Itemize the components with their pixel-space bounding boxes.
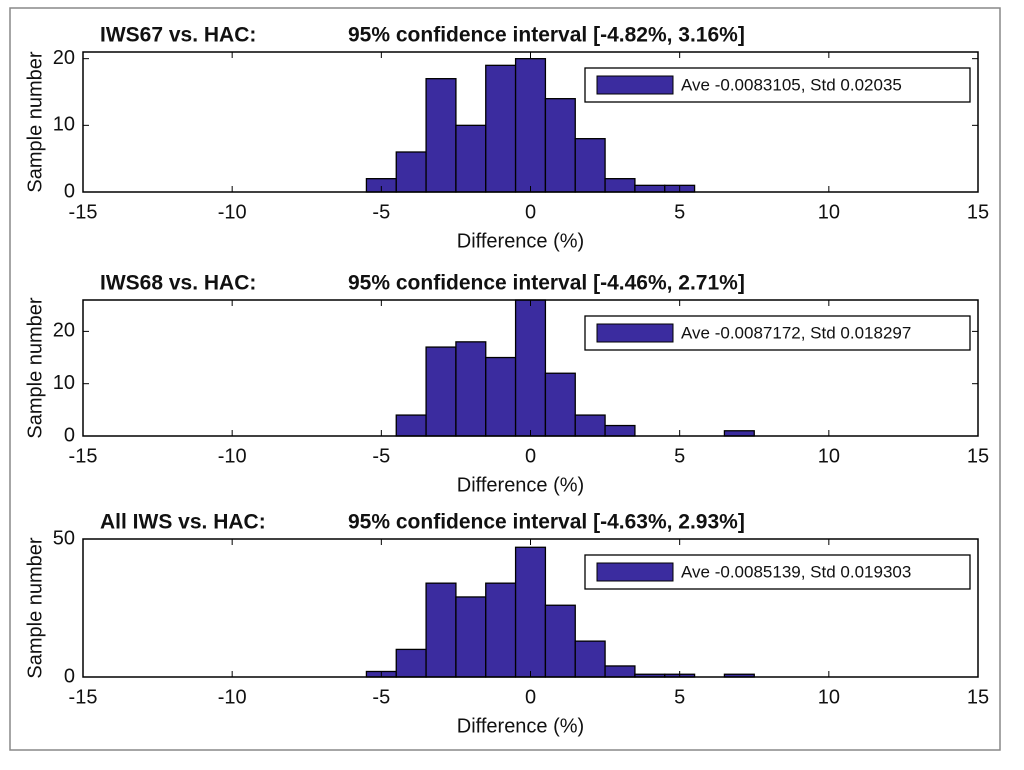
bar [425, 346, 457, 437]
bar [574, 640, 606, 678]
x-tick-label: -15 [69, 201, 98, 223]
bar [485, 356, 517, 437]
bar [544, 372, 576, 437]
x-tick-label: 5 [674, 686, 685, 708]
x-tick-label: -10 [218, 201, 247, 223]
x-tick-label: -10 [218, 445, 247, 467]
legend-swatch [596, 75, 674, 95]
legend-swatch [596, 323, 674, 343]
legend-swatch [596, 562, 674, 582]
y-tick-label: 0 [64, 180, 75, 202]
legend-label: Ave -0.0083105, Std 0.02035 [681, 75, 902, 94]
y-axis-label: Sample number [24, 537, 46, 679]
y-axis-label: Sample number [24, 297, 46, 439]
x-tick-label: 15 [967, 686, 989, 708]
bar [455, 341, 487, 437]
x-tick-label: -5 [372, 201, 390, 223]
annotation: 95% confidence interval [-4.82%, 3.16%] [348, 24, 745, 47]
bar [395, 648, 427, 678]
x-tick-label: 10 [818, 686, 840, 708]
bar [544, 604, 576, 678]
x-tick-label: 0 [525, 445, 536, 467]
y-tick-label: 10 [53, 372, 75, 394]
x-tick-label: -15 [69, 686, 98, 708]
bar [574, 414, 606, 437]
annotation: 95% confidence interval [-4.46%, 2.71%] [348, 272, 745, 295]
chart-title: IWS68 vs. HAC: [100, 272, 256, 295]
y-tick-label: 20 [53, 320, 75, 342]
bar [395, 414, 427, 437]
y-tick-label: 10 [53, 114, 75, 136]
x-tick-label: 5 [674, 201, 685, 223]
x-axis-label: Difference (%) [457, 715, 584, 737]
chart-title: IWS67 vs. HAC: [100, 24, 256, 47]
legend-label: Ave -0.0087172, Std 0.018297 [681, 323, 911, 342]
x-tick-label: -10 [218, 686, 247, 708]
bar [395, 151, 427, 193]
bar [455, 596, 487, 678]
x-axis-label: Difference (%) [457, 474, 584, 496]
x-tick-label: -5 [372, 445, 390, 467]
y-tick-label: 50 [53, 527, 75, 549]
legend-label: Ave -0.0085139, Std 0.019303 [681, 562, 911, 581]
x-tick-label: 10 [818, 201, 840, 223]
bar [574, 138, 606, 193]
bar [634, 184, 666, 193]
y-axis-label: Sample number [24, 51, 46, 193]
bar [485, 64, 517, 193]
bar [514, 58, 547, 193]
bar [723, 430, 755, 437]
y-tick-label: 0 [64, 665, 75, 687]
bar [425, 78, 457, 193]
x-tick-label: -5 [372, 686, 390, 708]
bar [544, 98, 576, 193]
x-tick-label: -15 [69, 445, 98, 467]
x-tick-label: 15 [967, 201, 989, 223]
bar [514, 546, 547, 678]
y-tick-label: 20 [53, 47, 75, 69]
bar [425, 582, 457, 678]
bar [485, 582, 517, 678]
x-tick-label: 10 [818, 445, 840, 467]
chart-title: All IWS vs. HAC: [100, 511, 266, 534]
y-tick-label: 0 [64, 424, 75, 446]
annotation: 95% confidence interval [-4.63%, 2.93%] [348, 511, 745, 534]
x-tick-label: 15 [967, 445, 989, 467]
bar [604, 665, 636, 678]
bar [514, 299, 547, 437]
x-tick-label: 0 [525, 686, 536, 708]
x-tick-label: 0 [525, 201, 536, 223]
bar [455, 124, 487, 193]
bar [604, 178, 636, 193]
x-axis-label: Difference (%) [457, 230, 584, 252]
x-tick-label: 5 [674, 445, 685, 467]
bar [604, 424, 636, 437]
